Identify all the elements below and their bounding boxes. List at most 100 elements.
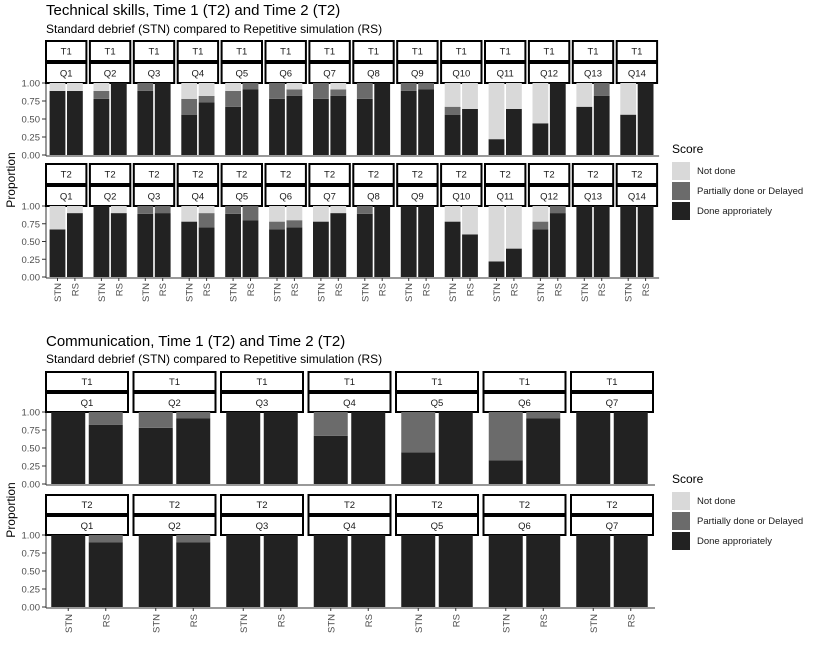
strip-question-box [88,185,132,207]
strip-time-box [440,40,483,62]
bar-segment-not-done-rs [506,206,522,249]
x-tick-label: STN [229,283,240,302]
strip-time-box [395,494,479,515]
panel-t1-q14: T1 Q14 [615,40,659,155]
strip-time-box [571,40,615,62]
strip-question-box [220,515,304,536]
strip-time-label: T2 [544,170,555,181]
facet-row-t1: 0.00 0.25 0.50 0.75 1.00 T1 Q1 T1 Q2 T1 Q3 T1 Q4 T1 Q5… [22,40,660,162]
panel-t1-q7: T1 Q7 [308,40,351,155]
bar-segment-not-done-stn [181,83,198,99]
bar-segment-done-rs [462,108,478,155]
bar-segment-done-stn [401,452,436,484]
strip-question-label: Q1 [60,69,73,80]
strip-time-label: T2 [148,170,159,181]
panel-t1-q1: T1 Q1 [45,371,129,484]
strip-question-box [132,392,217,413]
strip-question-label: Q4 [343,398,356,409]
panel-t1-q6: T1 Q6 [264,40,307,155]
x-tick-label: STN [501,614,512,633]
bar-segment-done-stn [137,90,154,155]
strip-time-box [570,494,654,515]
panel-t2-q6: T2 Q6 STN RS [482,494,567,633]
strip-question-label: Q4 [192,192,205,203]
strip-time-label: T2 [587,170,598,181]
bar-segment-not-done-stn [532,83,549,124]
chart-title: Technical skills, Time 1 (T2) and Time 2… [46,2,340,19]
y-tick-label: 0.00 [22,151,41,162]
legend-key [672,182,690,200]
strip-question-box [176,62,220,84]
strip-time-label: T1 [587,47,598,58]
strip-question-box [440,62,483,84]
strip-time-label: T1 [456,47,467,58]
bar-segment-not-done-rs [110,206,127,214]
bar-segment-done-stn [181,114,198,155]
panel-t1-q7: T1 Q7 [570,371,654,484]
strip-time-label: T2 [519,500,530,511]
bar-segment-done-stn [532,229,549,277]
strip-question-box [176,185,220,207]
chart-2: Communication, Time 1 (T2) and Time 2 (T… [4,333,803,633]
panel-t1-q6: T1 Q6 [482,371,567,484]
strip-time-box [484,40,527,62]
bar-segment-done-stn [400,90,417,155]
y-tick-label: 0.50 [22,444,41,455]
y-tick-label: 1.00 [22,79,41,90]
x-tick-label: STN [316,283,327,302]
bar-segment-done-stn [226,412,261,484]
strip-question-label: Q11 [497,192,514,203]
bar-segment-done-stn [181,221,198,277]
strip-time-box [307,371,392,392]
bar-segment-done-stn [138,535,173,607]
y-tick-label: 0.75 [22,549,41,560]
legend-label: Done approriately [697,206,772,217]
bar-segment-done-rs [637,83,654,155]
strip-time-label: T1 [148,47,159,58]
y-tick-label: 0.50 [22,237,41,248]
strip-time-box [176,163,220,185]
bar-segment-not-done-stn [181,206,198,222]
bar-segment-done-rs [549,83,566,155]
legend: Score Not done Partially done or Delayed Do… [672,142,803,220]
bar-segment-not-done-stn [532,206,549,222]
bar-segment-done-stn [488,535,523,607]
strip-question-box [88,62,132,84]
strip-question-box [220,392,304,413]
panel-t1-q5: T1 Q5 [395,371,479,484]
strip-time-box [352,40,395,62]
bar-segment-not-done-rs [462,83,478,109]
bar-segment-partial-stn [225,90,241,107]
bar-segment-partial-stn [532,221,549,230]
x-tick-label: RS [466,283,477,296]
bar-segment-not-done-rs [286,83,303,90]
y-tick-label: 0.00 [22,480,41,491]
strip-time-label: T2 [344,500,355,511]
strip-question-label: Q5 [235,69,248,80]
x-tick-label: STN [360,283,371,302]
strip-time-label: T2 [256,500,267,511]
bar-segment-done-rs [198,102,215,155]
bar-segment-done-stn [576,535,611,607]
panel-t2-q9: T2 Q9 STN RS [396,163,439,302]
strip-time-box [482,494,567,515]
strip-question-label: Q5 [235,192,248,203]
bar-segment-done-rs [374,206,391,277]
strip-question-box [352,62,395,84]
strip-time-label: T2 [631,170,642,181]
strip-time-box [395,371,479,392]
legend-key [672,512,690,530]
panel-t1-q9: T1 Q9 [396,40,439,155]
bar-segment-not-done-stn [225,83,241,91]
strip-question-label: Q7 [323,192,336,203]
strip-question-label: Q7 [606,398,619,409]
panel-t2-q1: T2 Q1 STN RS [45,163,88,302]
x-tick-label: RS [114,283,125,296]
bar-segment-done-rs [526,535,561,607]
panel-t2-q10: T2 Q10 STN RS [440,163,483,302]
bar-segment-done-rs [351,535,386,607]
bar-segment-partial-rs [88,535,123,543]
bar-segment-not-done-rs [198,206,215,214]
bar-segment-done-stn [93,206,110,277]
